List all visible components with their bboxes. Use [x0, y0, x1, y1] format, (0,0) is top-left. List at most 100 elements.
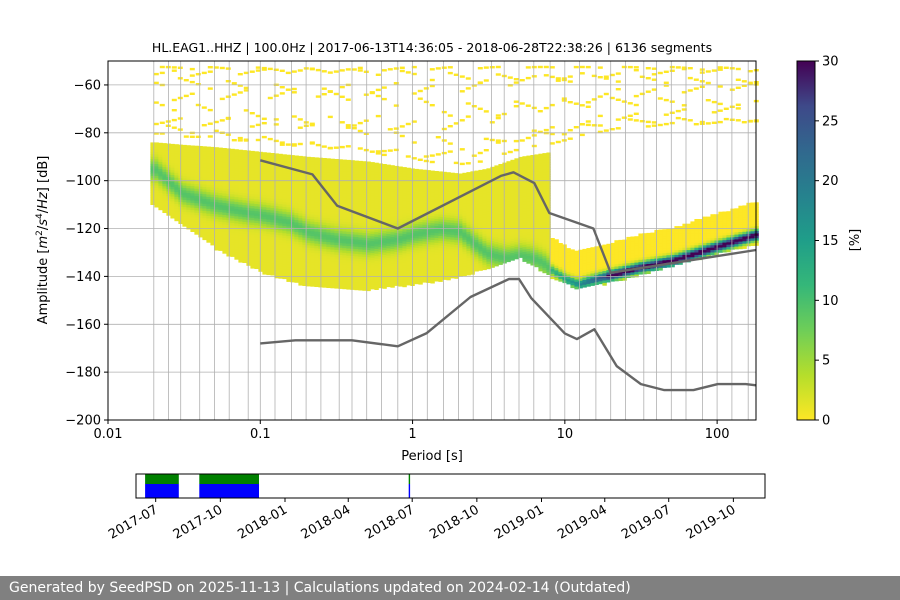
- heatmap-cell: [350, 189, 355, 192]
- heatmap-cell: [478, 263, 483, 266]
- heatmap-cell: [310, 243, 315, 246]
- heatmap-cell: [262, 259, 267, 263]
- heatmap-cell: [422, 236, 427, 240]
- heatmap-cell: [262, 245, 267, 249]
- heatmap-cell: [298, 199, 303, 202]
- heatmap-cell: [290, 174, 295, 177]
- heatmap-cell: [186, 152, 191, 156]
- heatmap-cell: [434, 233, 439, 236]
- heatmap-cell: [162, 171, 167, 175]
- heatmap-cell: [226, 160, 231, 164]
- heatmap-cell: [230, 148, 235, 152]
- heatmap-cell: [262, 161, 267, 165]
- heatmap-cell: [394, 189, 399, 193]
- heatmap-cell: [382, 171, 387, 174]
- heatmap-cell: [330, 161, 335, 164]
- heatmap-cell: [482, 205, 487, 208]
- heatmap-cell: [418, 269, 423, 273]
- heatmap-cell: [374, 196, 379, 199]
- heatmap-cell: [466, 234, 471, 238]
- heatmap-cell: [310, 267, 315, 270]
- heatmap-cell: [222, 157, 227, 161]
- heatmap-cell: [282, 250, 287, 253]
- heatmap-cell: [314, 212, 319, 216]
- heatmap-cell: [274, 153, 279, 157]
- heatmap-cell: [382, 214, 387, 217]
- heatmap-cell: [230, 218, 235, 221]
- heatmap-cell: [186, 200, 191, 203]
- heatmap-cell: [398, 209, 403, 213]
- heatmap-cell: [446, 253, 451, 257]
- heatmap-cell: [334, 228, 339, 232]
- heatmap-cell: [186, 214, 191, 218]
- heatmap-cell: [222, 215, 227, 218]
- heatmap-cell: [466, 219, 471, 223]
- heatmap-cell: [218, 226, 223, 230]
- heatmap-cell: [602, 244, 607, 248]
- heatmap-cell: [302, 283, 307, 286]
- heatmap-cell: [358, 278, 363, 281]
- heatmap-cell: [374, 258, 379, 262]
- heatmap-cell: [294, 217, 299, 221]
- heatmap-cell: [230, 156, 235, 159]
- heatmap-cell: [206, 156, 211, 159]
- heatmap-cell: [158, 200, 163, 203]
- heatmap-cell: [390, 258, 395, 262]
- heatmap-cell: [362, 223, 367, 227]
- heatmap-cell: [250, 206, 255, 209]
- heatmap-cell: [226, 203, 231, 207]
- heatmap-cell: [366, 266, 371, 270]
- heatmap-cell: [154, 164, 159, 167]
- heatmap-cell: [454, 189, 459, 193]
- heatmap-cell: [222, 248, 227, 252]
- heatmap-cell: [298, 268, 303, 272]
- heatmap-cell: [278, 189, 283, 193]
- heatmap-cell: [570, 273, 575, 277]
- heatmap-cell: [350, 162, 355, 166]
- heatmap-cell: [374, 265, 379, 269]
- heatmap-cell: [358, 215, 363, 219]
- heatmap-cell: [538, 220, 543, 224]
- heatmap-cell: [322, 220, 327, 223]
- heatmap-cell: [430, 263, 435, 267]
- heatmap-cell: [474, 194, 479, 198]
- heatmap-cell: [454, 211, 459, 215]
- heatmap-cell: [450, 201, 455, 205]
- heatmap-cell: [526, 160, 531, 164]
- heatmap-cell: [514, 189, 519, 193]
- heatmap-cell: [338, 243, 343, 246]
- heatmap-cell: [430, 242, 435, 246]
- heatmap-cell: [322, 280, 327, 283]
- heatmap-cell: [478, 213, 483, 216]
- heatmap-cell: [222, 148, 227, 151]
- heatmap-cell: [446, 205, 451, 209]
- heatmap-cell: [342, 243, 347, 247]
- heatmap-cell: [234, 237, 239, 241]
- heatmap-cell: [422, 243, 427, 247]
- heatmap-cell: [586, 252, 591, 256]
- heatmap-cell: [326, 179, 331, 183]
- heatmap-cell: [458, 235, 463, 239]
- heatmap-cell: [290, 203, 295, 206]
- heatmap-cell: [494, 242, 499, 245]
- heatmap-cell: [286, 176, 291, 179]
- heatmap-cell: [386, 260, 391, 264]
- heatmap-cell: [406, 232, 411, 236]
- heatmap-cell: [406, 206, 411, 209]
- heatmap-cell: [366, 259, 371, 263]
- heatmap-cell: [390, 234, 395, 238]
- heatmap-cell: [486, 242, 491, 246]
- heatmap-cell: [406, 227, 411, 231]
- heatmap-cell: [566, 269, 571, 273]
- heatmap-cell: [238, 152, 243, 155]
- heatmap-cell: [498, 185, 503, 189]
- heatmap-cell: [518, 183, 523, 187]
- heatmap-cell: [514, 254, 519, 257]
- heatmap-cell: [458, 259, 463, 263]
- heatmap-cell: [442, 214, 447, 218]
- heatmap-cell: [330, 194, 335, 198]
- heatmap-cell: [370, 214, 375, 218]
- heatmap-cell: [518, 161, 523, 165]
- heatmap-cell: [286, 260, 291, 263]
- heatmap-cell: [342, 281, 347, 285]
